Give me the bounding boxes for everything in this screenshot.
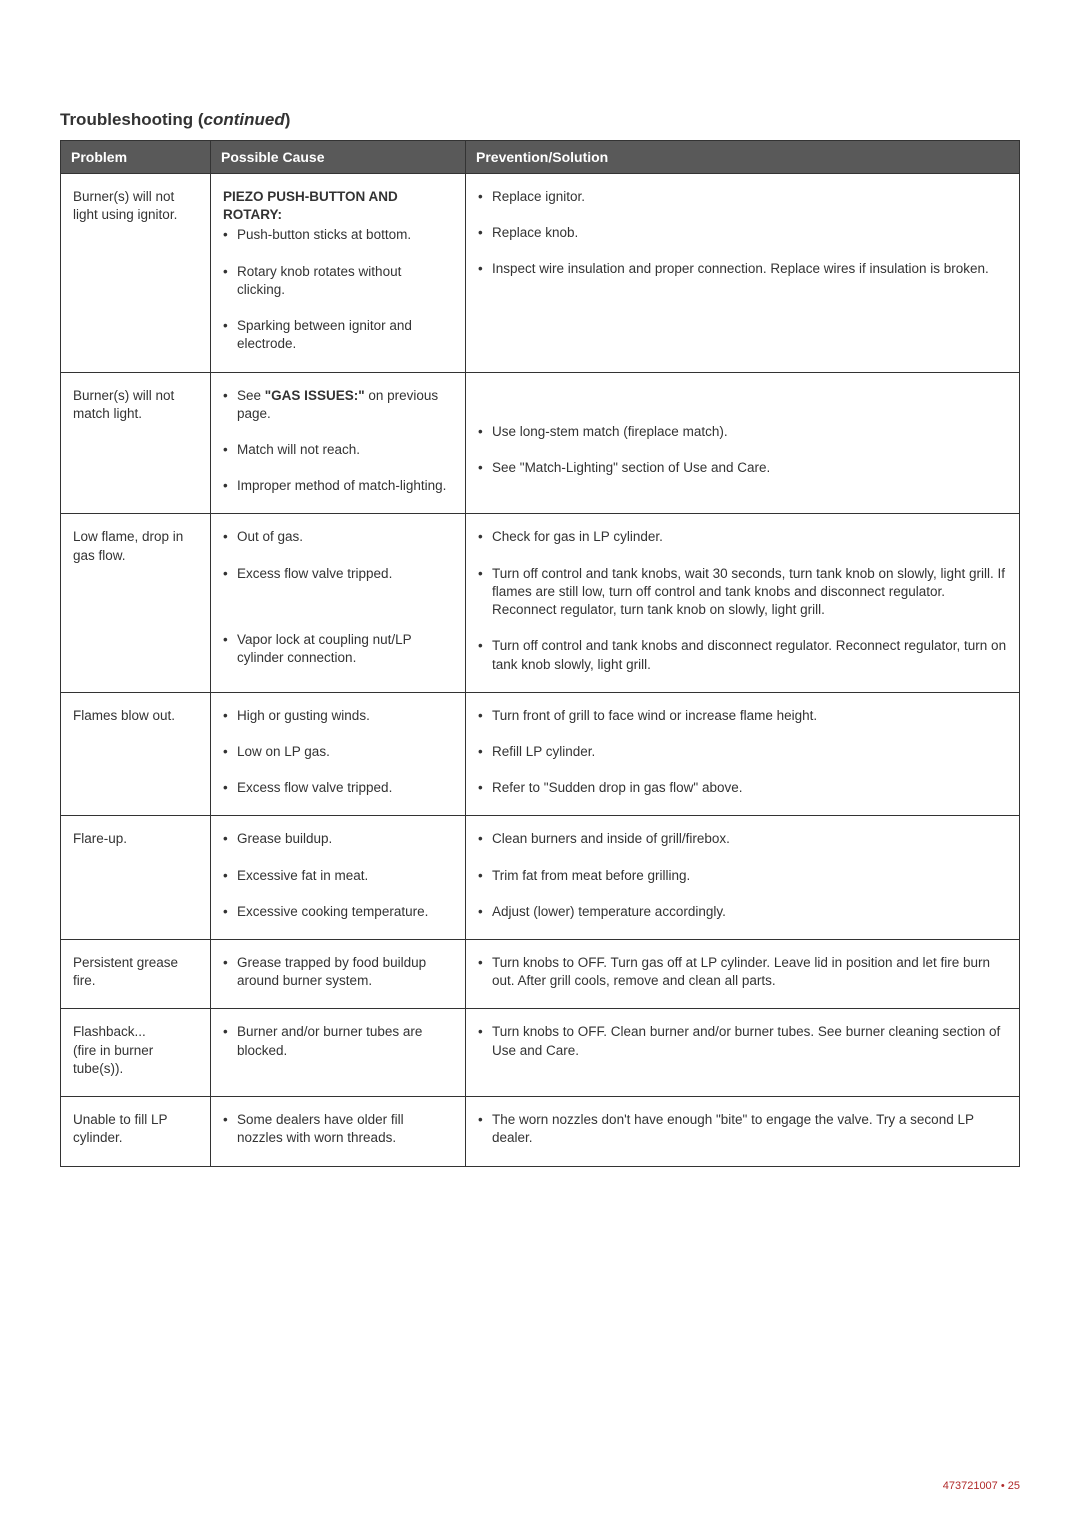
solution-item: Refer to "Sudden drop in gas flow" above… bbox=[478, 779, 1007, 797]
solution-item: Turn front of grill to face wind or incr… bbox=[478, 707, 1007, 725]
solution-cell: Use long-stem match (fireplace match). Se… bbox=[466, 372, 1020, 514]
problem-cell: Flames blow out. bbox=[61, 692, 211, 816]
solution-item: Turn knobs to OFF. Turn gas off at LP cy… bbox=[478, 954, 1007, 990]
table-row: Burner(s) will not match light.See "GAS … bbox=[61, 372, 1020, 514]
solution-cell: Check for gas in LP cylinder. Turn off co… bbox=[466, 514, 1020, 692]
cause-cell: Grease buildup. Excessive fat in meat. Exc… bbox=[211, 816, 466, 940]
solution-item: Adjust (lower) temperature accordingly. bbox=[478, 903, 1007, 921]
solution-item: Turn off control and tank knobs, wait 30… bbox=[478, 565, 1007, 620]
solution-cell: The worn nozzles don't have enough "bite… bbox=[466, 1097, 1020, 1166]
table-row: Flames blow out. High or gusting winds. Lo… bbox=[61, 692, 1020, 816]
solution-item: Turn off control and tank knobs and disc… bbox=[478, 637, 1007, 673]
cause-cell: See "GAS ISSUES:" on previous page. Match… bbox=[211, 372, 466, 514]
problem-cell: Persistent grease fire. bbox=[61, 940, 211, 1009]
cause-item: Some dealers have older fill nozzles wit… bbox=[223, 1111, 453, 1147]
cause-cell: PIEZO PUSH-BUTTON AND ROTARY: Push-button… bbox=[211, 174, 466, 373]
table-row: Burner(s) will not light using ignitor.P… bbox=[61, 174, 1020, 373]
cause-item: Low on LP gas. bbox=[223, 743, 453, 761]
solution-item: Check for gas in LP cylinder. bbox=[478, 528, 1007, 546]
title-continued: continued bbox=[204, 110, 285, 129]
table-row: Flare-up. Grease buildup. Excessive fat in… bbox=[61, 816, 1020, 940]
title-close: ) bbox=[285, 110, 291, 129]
title-main: Troubleshooting ( bbox=[60, 110, 204, 129]
solution-item: Use long-stem match (fireplace match). bbox=[478, 423, 1007, 441]
problem-cell: Flare-up. bbox=[61, 816, 211, 940]
problem-cell: Flashback... (fire in burner tube(s)). bbox=[61, 1009, 211, 1097]
solution-item: Inspect wire insulation and proper conne… bbox=[478, 260, 1007, 278]
problem-cell: Unable to fill LP cylinder. bbox=[61, 1097, 211, 1166]
table-body: Burner(s) will not light using ignitor.P… bbox=[61, 174, 1020, 1167]
solution-cell: Turn front of grill to face wind or incr… bbox=[466, 692, 1020, 816]
solution-item: Refill LP cylinder. bbox=[478, 743, 1007, 761]
cause-item: Excessive fat in meat. bbox=[223, 867, 453, 885]
problem-cell: Burner(s) will not light using ignitor. bbox=[61, 174, 211, 373]
table-row: Low flame, drop in gas flow. Out of gas. E… bbox=[61, 514, 1020, 692]
solution-item: Trim fat from meat before grilling. bbox=[478, 867, 1007, 885]
cause-cell: Burner and/or burner tubes are blocked. bbox=[211, 1009, 466, 1097]
solution-item: Clean burners and inside of grill/firebo… bbox=[478, 830, 1007, 848]
cause-item: Grease trapped by food buildup around bu… bbox=[223, 954, 453, 990]
cause-item: Excess flow valve tripped. bbox=[223, 565, 453, 583]
solution-item: Turn knobs to OFF. Clean burner and/or b… bbox=[478, 1023, 1007, 1059]
table-header-row: Problem Possible Cause Prevention/Soluti… bbox=[61, 141, 1020, 174]
cause-item: Burner and/or burner tubes are blocked. bbox=[223, 1023, 453, 1059]
problem-cell: Burner(s) will not match light. bbox=[61, 372, 211, 514]
cause-item: Push-button sticks at bottom. bbox=[223, 226, 453, 244]
cause-item: Excessive cooking temperature. bbox=[223, 903, 453, 921]
solution-item: See "Match-Lighting" section of Use and … bbox=[478, 459, 1007, 477]
solution-item: Replace ignitor. bbox=[478, 188, 1007, 206]
table-row: Unable to fill LP cylinder. Some dealers … bbox=[61, 1097, 1020, 1166]
solution-cell: Clean burners and inside of grill/firebo… bbox=[466, 816, 1020, 940]
solution-item: Replace knob. bbox=[478, 224, 1007, 242]
cause-cell: Grease trapped by food buildup around bu… bbox=[211, 940, 466, 1009]
cause-item: Vapor lock at coupling nut/LP cylinder c… bbox=[223, 631, 453, 667]
header-cause: Possible Cause bbox=[211, 141, 466, 174]
cause-cell: High or gusting winds. Low on LP gas. Exce… bbox=[211, 692, 466, 816]
table-row: Flashback... (fire in burner tube(s)). Bu… bbox=[61, 1009, 1020, 1097]
problem-cell: Low flame, drop in gas flow. bbox=[61, 514, 211, 692]
cause-item: High or gusting winds. bbox=[223, 707, 453, 725]
cause-item: Rotary knob rotates without clicking. bbox=[223, 263, 453, 299]
cause-cell: Some dealers have older fill nozzles wit… bbox=[211, 1097, 466, 1166]
solution-cell: Replace ignitor. Replace knob. Inspect wir… bbox=[466, 174, 1020, 373]
solution-cell: Turn knobs to OFF. Clean burner and/or b… bbox=[466, 1009, 1020, 1097]
page: Troubleshooting (continued) Problem Poss… bbox=[0, 0, 1080, 1207]
solution-item: The worn nozzles don't have enough "bite… bbox=[478, 1111, 1007, 1147]
page-footer: 473721007 • 25 bbox=[943, 1480, 1020, 1492]
cause-cell: Out of gas. Excess flow valve tripped. Vap… bbox=[211, 514, 466, 692]
cause-item: Improper method of match-lighting. bbox=[223, 477, 453, 495]
cause-item: Out of gas. bbox=[223, 528, 453, 546]
cause-item: See "GAS ISSUES:" on previous page. bbox=[223, 387, 453, 423]
cause-item: Match will not reach. bbox=[223, 441, 453, 459]
section-title: Troubleshooting (continued) bbox=[60, 110, 1020, 130]
cause-lead: PIEZO PUSH-BUTTON AND ROTARY: bbox=[223, 188, 453, 224]
solution-cell: Turn knobs to OFF. Turn gas off at LP cy… bbox=[466, 940, 1020, 1009]
cause-item: Sparking between ignitor and electrode. bbox=[223, 317, 453, 353]
table-row: Persistent grease fire. Grease trapped by… bbox=[61, 940, 1020, 1009]
troubleshooting-table: Problem Possible Cause Prevention/Soluti… bbox=[60, 140, 1020, 1167]
header-solution: Prevention/Solution bbox=[466, 141, 1020, 174]
cause-item: Grease buildup. bbox=[223, 830, 453, 848]
header-problem: Problem bbox=[61, 141, 211, 174]
cause-item: Excess flow valve tripped. bbox=[223, 779, 453, 797]
